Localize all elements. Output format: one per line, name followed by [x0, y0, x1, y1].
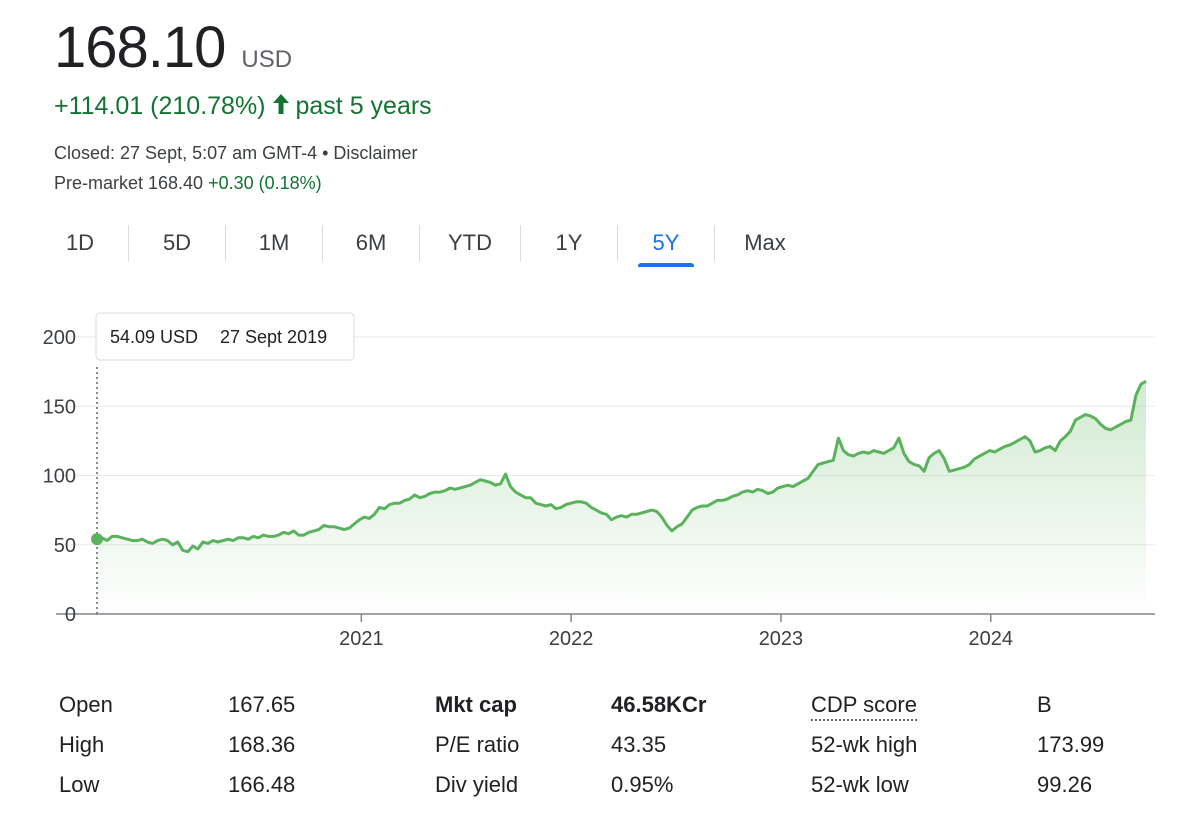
stat-52wkhigh-value: 173.99 — [1037, 732, 1105, 757]
closed-info: Closed: 27 Sept, 5:07 am GMT-4 • Disclai… — [54, 143, 417, 164]
stat-cdp-value: B — [1037, 692, 1052, 717]
x-tick-label: 2021 — [339, 628, 384, 650]
closed-text: Closed: 27 Sept, 5:07 am GMT-4 • Disclai… — [54, 143, 418, 163]
stat-mktcap-label: Mkt cap — [435, 692, 517, 717]
premarket-info: Pre-market 168.40 +0.30 (0.18%) — [54, 173, 322, 194]
tab-1y[interactable]: 1Y — [555, 230, 583, 255]
price-row: 168.10 USD — [54, 14, 292, 82]
change-period: past 5 years — [295, 92, 432, 120]
stat-high-value: 168.36 — [228, 732, 296, 757]
stat-pe-value: 43.35 — [611, 732, 667, 757]
tab-ytd[interactable]: YTD — [448, 230, 492, 255]
stat-low-value: 166.48 — [228, 772, 296, 797]
price-line — [96, 379, 1147, 554]
chart-axes: 0 50 100 150 200 2021 2022 2023 2024 — [43, 327, 1013, 650]
tab-max[interactable]: Max — [744, 230, 786, 255]
hover-point — [91, 533, 103, 546]
price-tooltip: 54.09 USD 27 Sept 2019 — [95, 312, 355, 361]
tab-1d[interactable]: 1D — [65, 230, 95, 255]
range-tabs: 1D 5D 1M 6M YTD 1Y 5Y Max — [32, 218, 815, 268]
stat-divyield-value: 0.95% — [611, 772, 674, 797]
price-area — [97, 381, 1146, 614]
tooltip-date: 27 Sept 2019 — [220, 327, 327, 347]
tooltip-value: 54.09 USD — [110, 327, 198, 347]
premarket-label: Pre-market 168.40 — [54, 173, 204, 193]
tab-1m[interactable]: 1M — [258, 230, 290, 255]
key-stats: Open 167.65 High 168.36 Low 166.48 Mkt c… — [0, 684, 1200, 814]
tab-6m[interactable]: 6M — [355, 230, 387, 255]
price-change: +114.01 (210.78%) past 5 years — [54, 92, 432, 121]
stat-52wklow-label: 52-wk low — [811, 772, 909, 797]
y-tick-label: 0 — [65, 604, 76, 626]
y-tick-label: 200 — [43, 327, 76, 349]
x-tick-label: 2023 — [759, 628, 804, 650]
x-tick-label: 2022 — [549, 628, 594, 650]
current-price: 168.10 — [54, 15, 226, 80]
tooltip-box — [95, 312, 355, 361]
change-value: +114.01 (210.78%) — [54, 92, 266, 120]
stat-high-label: High — [59, 732, 105, 757]
y-tick-label: 100 — [43, 466, 76, 488]
y-tick-label: 150 — [43, 396, 76, 418]
stat-52wklow-value: 99.26 — [1037, 772, 1093, 797]
tab-divider — [520, 225, 521, 261]
stat-pe-label: P/E ratio — [435, 732, 520, 757]
arrow-up-icon — [272, 93, 290, 121]
tab-5y[interactable]: 5Y — [618, 221, 714, 265]
tab-divider — [225, 225, 226, 261]
stat-cdp-label[interactable]: CDP score — [811, 692, 917, 721]
price-chart[interactable]: 0 50 100 150 200 2021 2022 2023 2024 54.09 USD 2… — [0, 300, 1200, 660]
tab-divider — [419, 225, 420, 261]
stat-open-value: 167.65 — [228, 692, 296, 717]
x-tick-label: 2024 — [968, 628, 1013, 650]
stat-52wkhigh-label: 52-wk high — [811, 732, 918, 757]
tab-5d[interactable]: 5D — [162, 230, 192, 255]
tab-divider — [128, 225, 129, 261]
y-tick-label: 50 — [54, 535, 76, 557]
tab-divider — [322, 225, 323, 261]
tab-divider — [714, 225, 715, 261]
stat-open-label: Open — [59, 692, 113, 717]
stat-divyield-label: Div yield — [435, 772, 519, 797]
currency-label: USD — [241, 46, 293, 73]
stat-low-label: Low — [59, 772, 100, 797]
stat-mktcap-value: 46.58KCr — [611, 692, 707, 717]
premarket-change: +0.30 (0.18%) — [208, 173, 322, 193]
